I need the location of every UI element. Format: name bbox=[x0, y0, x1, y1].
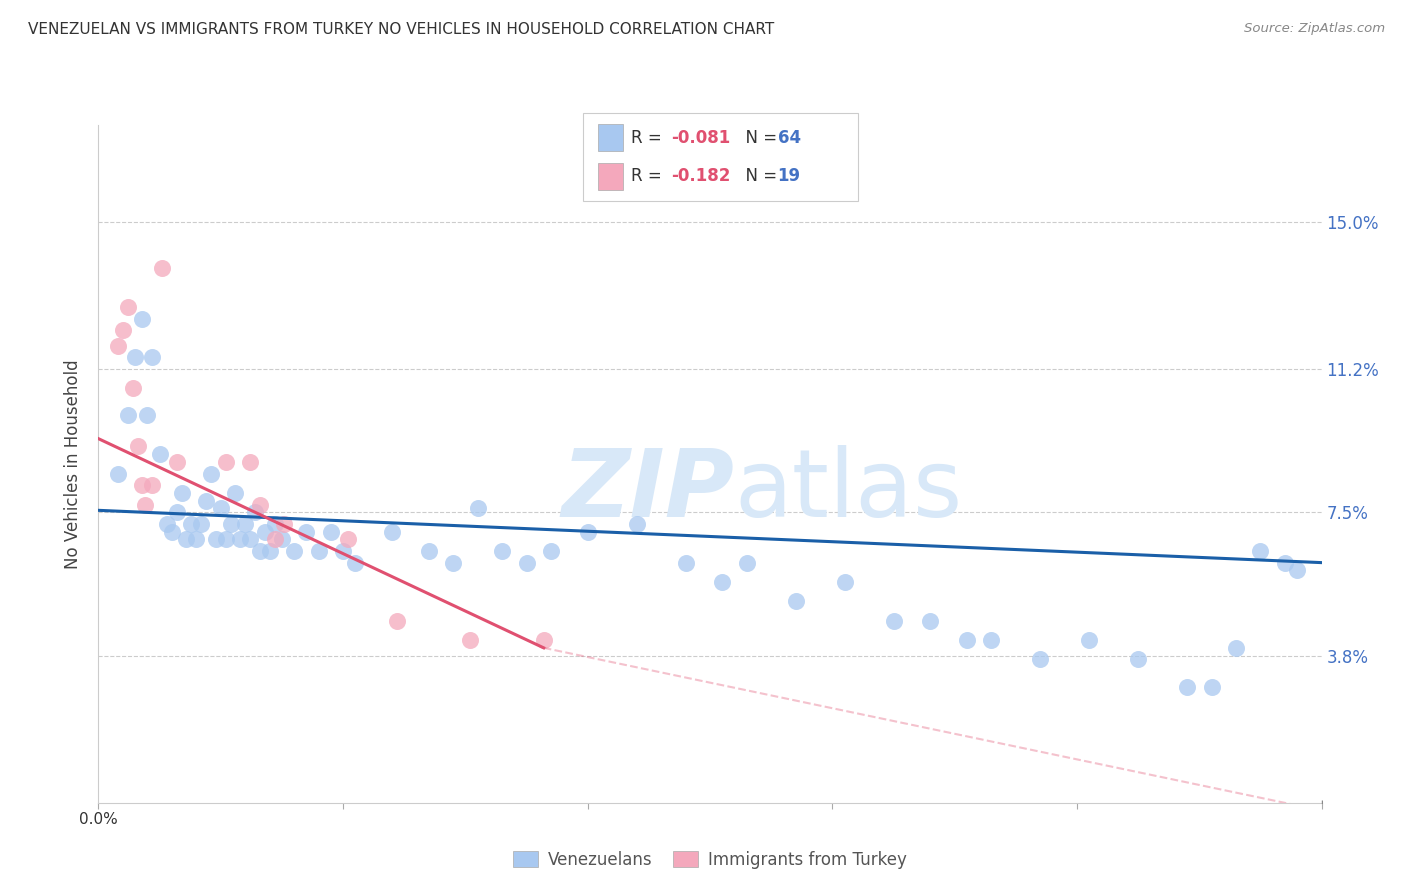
Point bbox=[156, 516, 179, 531]
Point bbox=[283, 544, 305, 558]
Point bbox=[253, 524, 276, 539]
Point bbox=[385, 614, 408, 628]
Point bbox=[166, 455, 188, 469]
Point bbox=[107, 339, 129, 353]
Point bbox=[249, 544, 271, 558]
Point bbox=[336, 533, 359, 547]
Text: 0.0%: 0.0% bbox=[79, 812, 118, 827]
Point bbox=[263, 516, 285, 531]
Point bbox=[533, 633, 555, 648]
Point bbox=[239, 533, 262, 547]
Point bbox=[141, 351, 163, 365]
Point bbox=[195, 493, 218, 508]
Text: R =: R = bbox=[631, 128, 668, 147]
Point bbox=[180, 516, 202, 531]
Point bbox=[1078, 633, 1101, 648]
Text: Source: ZipAtlas.com: Source: ZipAtlas.com bbox=[1244, 22, 1385, 36]
Point bbox=[1029, 652, 1052, 666]
Point bbox=[735, 556, 758, 570]
Point bbox=[980, 633, 1002, 648]
Point bbox=[467, 501, 489, 516]
Point bbox=[540, 544, 562, 558]
Point bbox=[1225, 640, 1247, 655]
Point bbox=[243, 505, 266, 519]
Point bbox=[576, 524, 599, 539]
Text: -0.182: -0.182 bbox=[671, 167, 730, 186]
Point bbox=[515, 556, 537, 570]
Point bbox=[107, 467, 129, 481]
Point bbox=[150, 261, 173, 276]
Point bbox=[205, 533, 228, 547]
Point bbox=[249, 498, 271, 512]
Point bbox=[834, 574, 856, 589]
Point bbox=[263, 533, 285, 547]
Point bbox=[270, 533, 294, 547]
Point bbox=[1128, 652, 1150, 666]
Point bbox=[319, 524, 342, 539]
Point bbox=[295, 524, 318, 539]
Text: ZIP: ZIP bbox=[561, 445, 734, 537]
Point bbox=[273, 516, 295, 531]
Text: atlas: atlas bbox=[734, 445, 963, 537]
Point bbox=[214, 533, 236, 547]
Point bbox=[711, 574, 734, 589]
Point bbox=[219, 516, 242, 531]
Point bbox=[136, 409, 159, 423]
Point bbox=[111, 323, 134, 337]
Point bbox=[626, 516, 648, 531]
Text: 64: 64 bbox=[778, 128, 800, 147]
Point bbox=[332, 544, 354, 558]
Point bbox=[883, 614, 905, 628]
Point bbox=[1175, 680, 1198, 694]
Point bbox=[441, 556, 464, 570]
Point bbox=[127, 439, 149, 453]
Point bbox=[124, 351, 146, 365]
Point bbox=[239, 455, 262, 469]
Point bbox=[131, 311, 153, 326]
Point bbox=[920, 614, 942, 628]
Point bbox=[190, 516, 212, 531]
Point bbox=[229, 533, 252, 547]
Point bbox=[308, 544, 330, 558]
Point bbox=[233, 516, 256, 531]
Point bbox=[675, 556, 697, 570]
Text: 19: 19 bbox=[778, 167, 800, 186]
Point bbox=[117, 300, 139, 314]
Point bbox=[418, 544, 440, 558]
Point bbox=[200, 467, 222, 481]
Point bbox=[160, 524, 183, 539]
Point bbox=[1286, 563, 1309, 577]
Point bbox=[131, 478, 153, 492]
Point bbox=[381, 524, 404, 539]
Point bbox=[170, 486, 193, 500]
Point bbox=[785, 594, 807, 608]
Y-axis label: No Vehicles in Household: No Vehicles in Household bbox=[65, 359, 83, 569]
Point bbox=[259, 544, 281, 558]
Text: -0.081: -0.081 bbox=[671, 128, 730, 147]
Point bbox=[956, 633, 979, 648]
Text: N =: N = bbox=[735, 167, 783, 186]
Point bbox=[117, 409, 139, 423]
Point bbox=[134, 498, 156, 512]
Point bbox=[344, 556, 367, 570]
Text: R =: R = bbox=[631, 167, 668, 186]
Point bbox=[1249, 544, 1271, 558]
Point bbox=[491, 544, 513, 558]
Point bbox=[166, 505, 188, 519]
Point bbox=[209, 501, 232, 516]
Point bbox=[458, 633, 481, 648]
Point bbox=[1274, 556, 1296, 570]
Text: N =: N = bbox=[735, 128, 783, 147]
Point bbox=[1201, 680, 1223, 694]
Point bbox=[214, 455, 236, 469]
Point bbox=[224, 486, 246, 500]
Point bbox=[121, 381, 143, 395]
Point bbox=[186, 533, 208, 547]
Point bbox=[141, 478, 163, 492]
Point bbox=[176, 533, 198, 547]
Legend: Venezuelans, Immigrants from Turkey: Venezuelans, Immigrants from Turkey bbox=[506, 845, 914, 876]
Point bbox=[149, 447, 172, 461]
Text: VENEZUELAN VS IMMIGRANTS FROM TURKEY NO VEHICLES IN HOUSEHOLD CORRELATION CHART: VENEZUELAN VS IMMIGRANTS FROM TURKEY NO … bbox=[28, 22, 775, 37]
